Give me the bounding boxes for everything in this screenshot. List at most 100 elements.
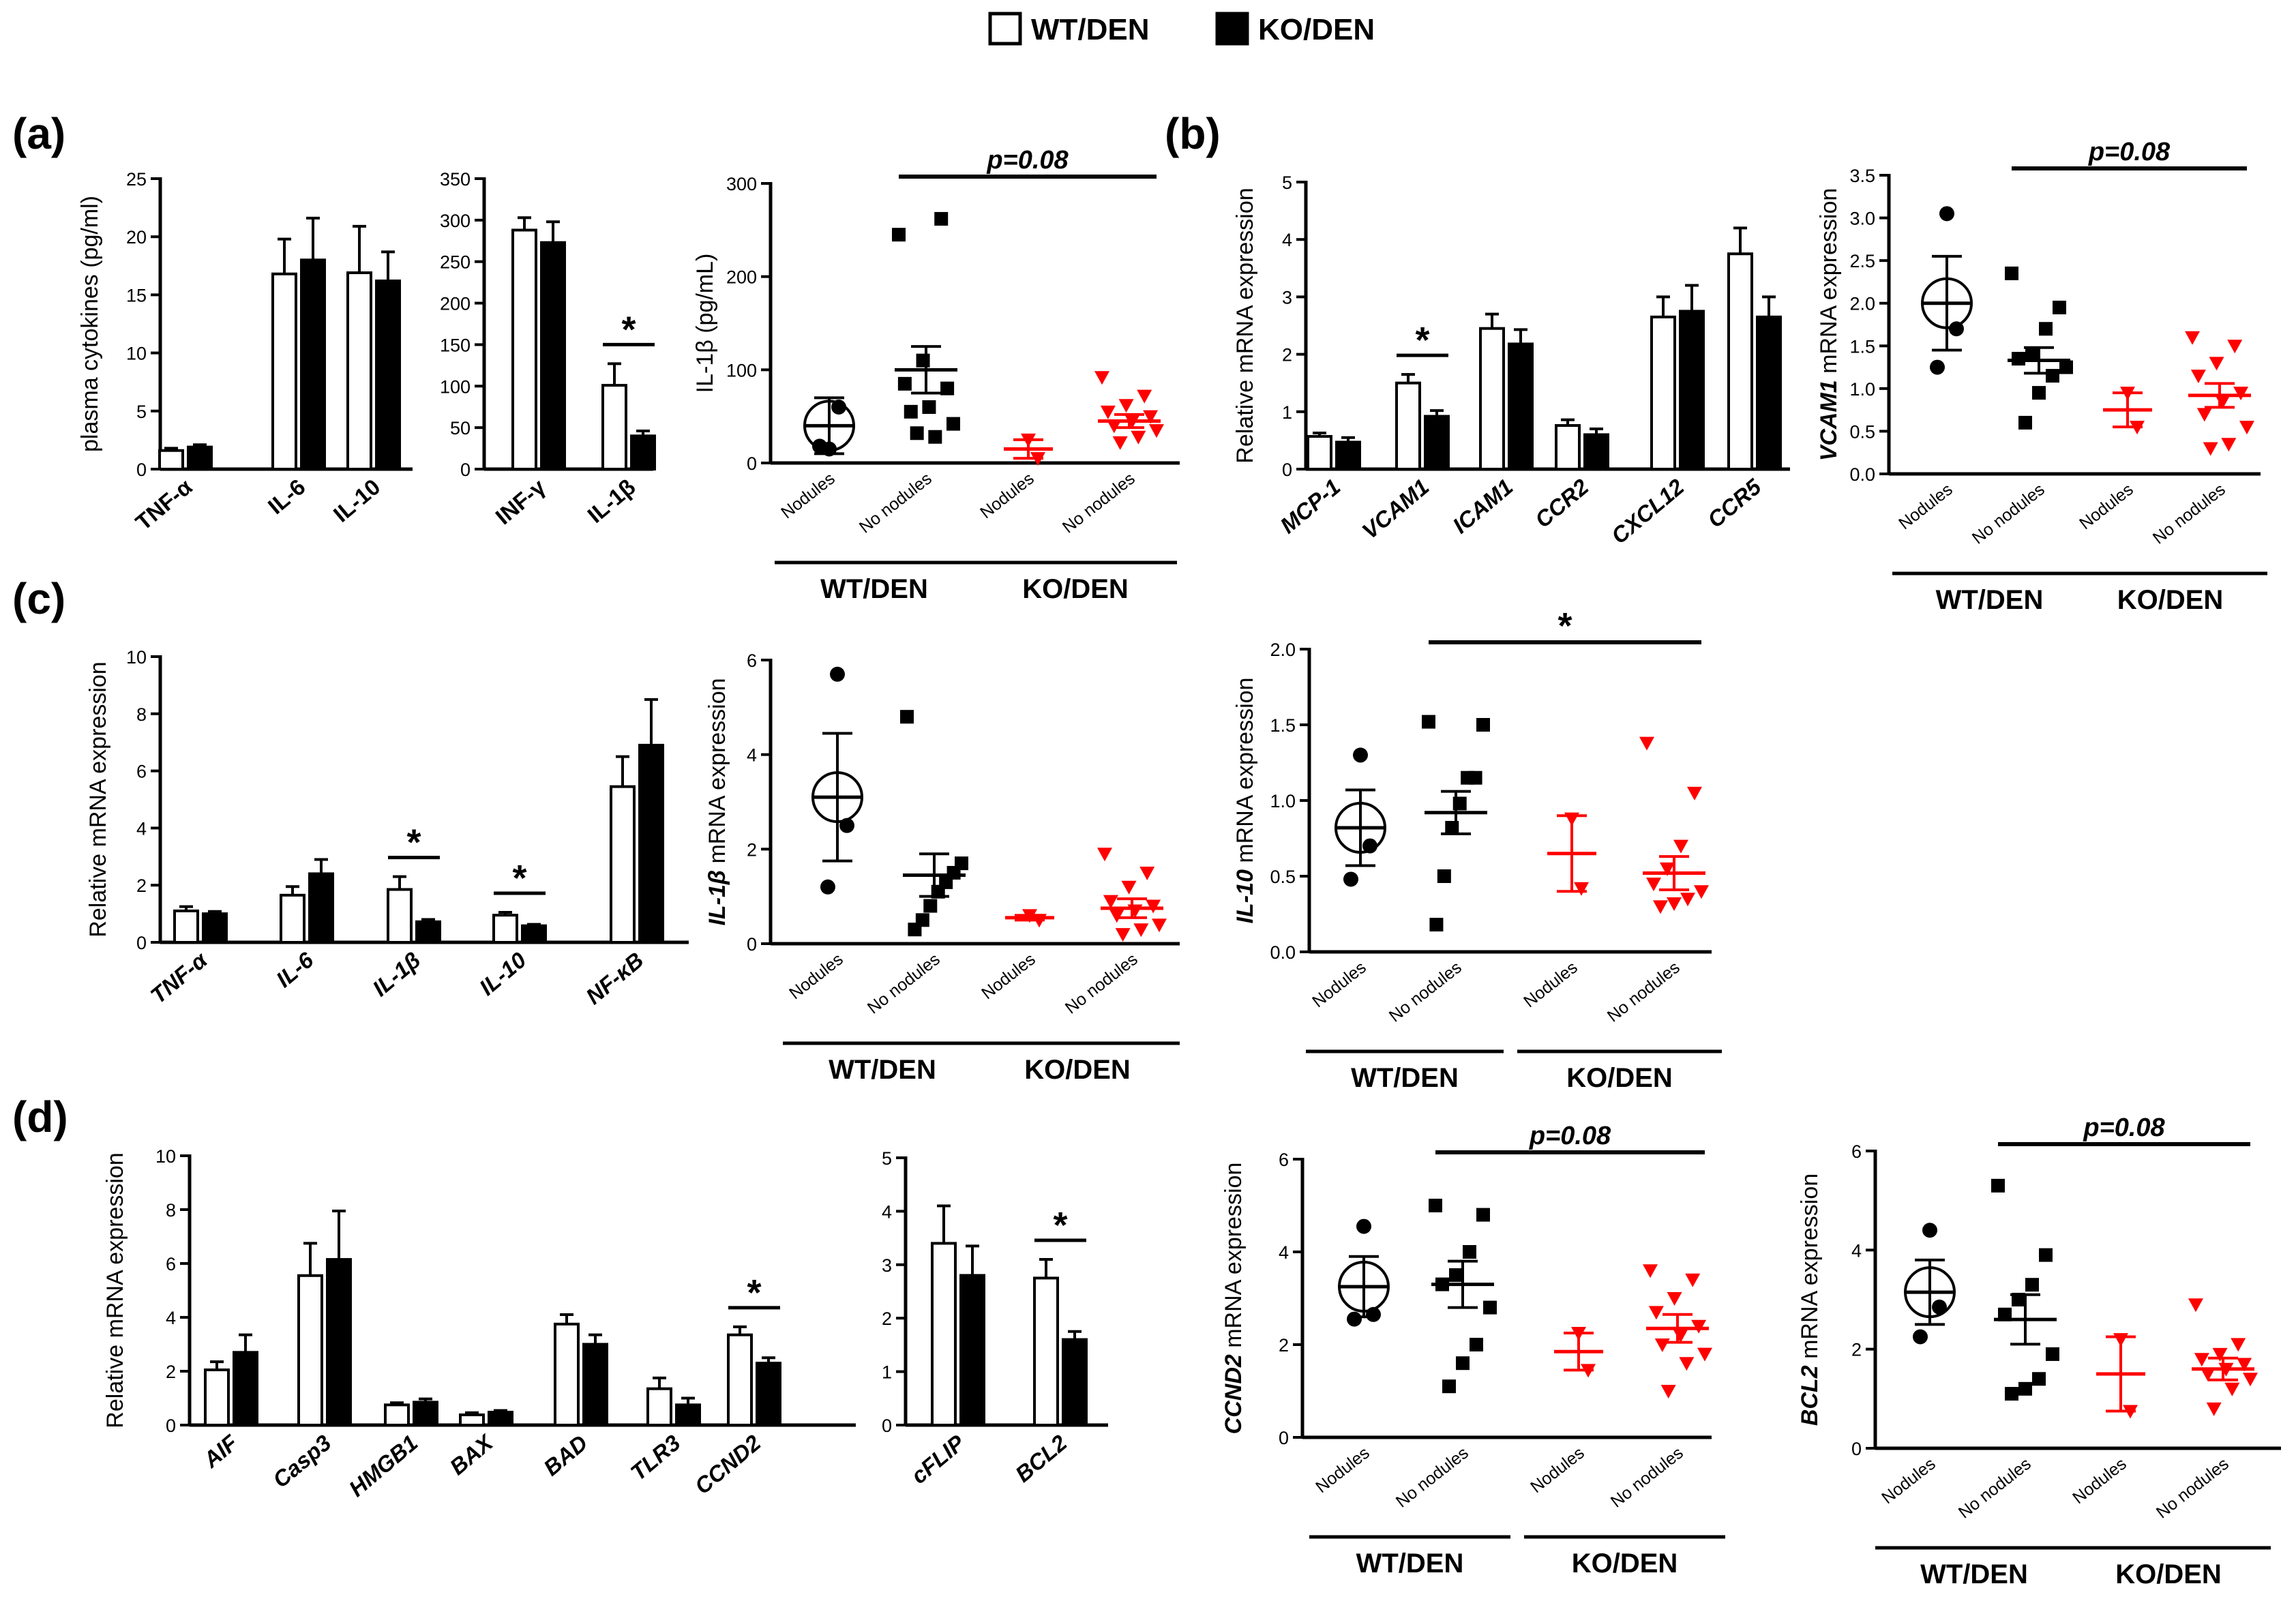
data-point <box>1109 909 1124 923</box>
bar-ko-2 <box>375 279 401 470</box>
x-tick-label-3: BAX <box>445 1429 498 1480</box>
data-point <box>1685 1273 1701 1287</box>
group-label-0: WT/DEN <box>1351 1063 1459 1093</box>
chart-a1: 0 5 10 15 20 25 plasma cytokines (pg/ml) TNF-α I… <box>77 169 413 535</box>
x-tick-label-4: BAD <box>539 1430 593 1480</box>
bar-ko-1 <box>630 434 656 470</box>
bar-ko-1 <box>326 1258 352 1426</box>
significance-star-0: * <box>747 1272 761 1313</box>
y-tick-label: 2 <box>882 1308 892 1329</box>
bar-wt-5 <box>646 1387 672 1427</box>
scatter-group-2: Nodules <box>2076 387 2152 533</box>
bar-wt-1 <box>297 1274 323 1427</box>
data-point <box>1687 786 1702 800</box>
legend-item-0: WT/DEN <box>988 12 1150 46</box>
bar-ko-4 <box>1679 310 1705 471</box>
x-tick-label-2: Nodules <box>2076 480 2137 534</box>
y-axis-label: BCL2 mRNA expression <box>1797 1173 1823 1426</box>
y-tick-label: 0 <box>1279 1428 1289 1448</box>
chart-d3: 0 2 4 6 CCND2 mRNA expression Nodules No nodul… <box>1221 1122 1725 1578</box>
significance-text: p=0.08 <box>986 146 1069 175</box>
data-point <box>1112 436 1128 450</box>
data-point <box>934 211 949 226</box>
y-tick-label: 5 <box>1282 173 1292 193</box>
data-point <box>2188 1298 2203 1313</box>
y-tick-label: 350 <box>440 169 471 190</box>
data-point <box>1673 1329 1688 1343</box>
data-point <box>916 353 930 368</box>
data-point <box>1653 900 1668 914</box>
y-tick-label: 25 <box>126 169 147 190</box>
data-point <box>1476 718 1490 732</box>
data-point <box>1667 1292 1682 1306</box>
chart-c3: 0.0 0.5 1.0 1.5 2.0 IL-10 mRNA expression Nodu… <box>1232 605 1722 1093</box>
significance-star-0: * <box>1053 1205 1067 1246</box>
bar-wt-3 <box>459 1413 485 1426</box>
legend-swatch-0 <box>988 12 1022 46</box>
data-point <box>904 404 918 419</box>
data-point <box>1429 918 1444 932</box>
highlight-circle <box>811 771 863 824</box>
group-label-0: WT/DEN <box>1356 1548 1464 1578</box>
y-axis-label: Relative mRNA expression <box>85 661 111 937</box>
y-tick-label: 1.0 <box>1849 379 1875 400</box>
scatter-group-3: No nodules <box>1607 1264 1712 1512</box>
scatter-group-0: Nodules <box>1312 1218 1388 1497</box>
chart-d2: 0 1 2 3 4 5 cFLIP BCL2 * <box>882 1148 1108 1488</box>
data-point <box>1137 389 1152 404</box>
y-tick-label: 4 <box>747 745 757 766</box>
data-point <box>1932 1299 1947 1315</box>
y-tick-label: 5 <box>136 402 147 422</box>
x-tick-label-1: VCAM1 <box>1357 474 1433 544</box>
data-point <box>1646 878 1661 892</box>
data-point <box>1131 430 1146 445</box>
y-tick-label: 4 <box>1851 1240 1862 1261</box>
y-tick-label: 6 <box>747 650 757 671</box>
x-tick-label-2: IL-1β <box>368 947 425 1001</box>
bar-wt-4 <box>610 785 636 944</box>
y-axis-label: VCAM1 mRNA expression <box>1816 188 1842 462</box>
y-axis-label: Relative mRNA expression <box>102 1152 128 1428</box>
chart-a2: 0 50 100 150 200 250 300 350 INF-γ IL-1β * <box>440 169 656 529</box>
data-point <box>2059 360 2073 374</box>
x-tick-label-3: No nodules <box>1607 1443 1687 1512</box>
scatter-group-3: No nodules <box>1604 736 1709 1026</box>
bar-ko-1 <box>1062 1338 1088 1427</box>
scatter-group-3: No nodules <box>1059 371 1164 537</box>
data-point <box>1483 1300 1497 1315</box>
y-tick-label: 4 <box>882 1201 892 1222</box>
data-point <box>2032 1372 2046 1386</box>
x-tick-label-2: Nodules <box>978 950 1039 1004</box>
bar-wt-0 <box>931 1242 957 1426</box>
scatter-group-0: Nodules <box>1878 1223 1954 1508</box>
data-point <box>1139 867 1155 880</box>
data-point <box>1930 359 1945 375</box>
significance-star-1: * <box>512 858 526 899</box>
bar-ko-4 <box>582 1343 608 1426</box>
x-tick-label-1: No nodules <box>856 469 936 537</box>
data-point <box>2039 1248 2053 1262</box>
group-label-1: KO/DEN <box>1566 1063 1673 1093</box>
scatter-group-0: Nodules <box>777 396 854 522</box>
y-tick-label: 200 <box>440 294 471 314</box>
bar-ko-1 <box>308 872 334 944</box>
data-point <box>1343 871 1358 887</box>
data-point <box>1456 1356 1470 1371</box>
data-point <box>2227 340 2243 354</box>
data-point <box>897 376 912 391</box>
data-point <box>928 430 942 444</box>
x-tick-label-1: No nodules <box>1969 480 2048 548</box>
data-point <box>2185 331 2200 345</box>
data-point <box>1643 1264 1658 1278</box>
significance-text: p=0.08 <box>1529 1122 1611 1150</box>
y-tick-label: 8 <box>136 704 147 725</box>
y-tick-label: 0 <box>460 460 471 480</box>
chart-c1: 0 2 4 6 8 10 Relative mRNA expression TNF-α IL-6… <box>85 647 689 1009</box>
x-tick-label-1: No nodules <box>1386 958 1465 1026</box>
data-point <box>2025 347 2039 361</box>
x-tick-label-0: cFLIP <box>906 1429 970 1488</box>
y-tick-label: 300 <box>726 174 757 194</box>
data-point <box>2032 386 2046 400</box>
scatter-group-2: Nodules <box>1520 812 1596 1011</box>
